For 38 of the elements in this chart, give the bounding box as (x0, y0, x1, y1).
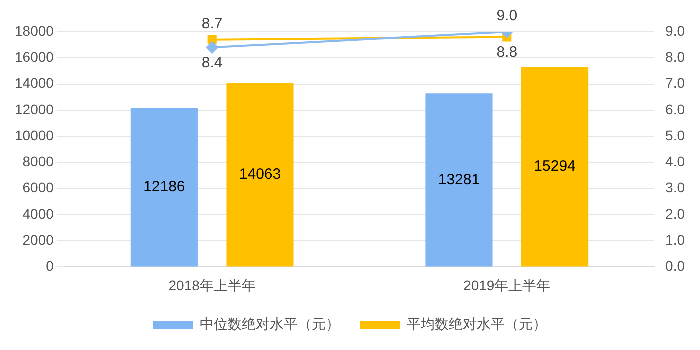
legend-label: 平均数绝对水平（元） (407, 316, 547, 332)
y2-tick-label: 5.0 (666, 127, 686, 144)
y-tick-label: 14000 (14, 75, 54, 92)
bar (226, 83, 294, 267)
point (208, 35, 217, 44)
y2-tick-label: 4.0 (666, 154, 686, 170)
y-tick-label: 10000 (14, 127, 54, 144)
x-tick-label: 2019年上半年 (464, 277, 551, 294)
y2-tick-label: 2.0 (666, 206, 686, 222)
point (206, 42, 218, 54)
y2-tick-label: 8.0 (666, 48, 686, 65)
data-label: 8.8 (496, 44, 518, 61)
y-tick-label: 6000 (22, 180, 54, 196)
y2-tick-label: 6.0 (666, 101, 686, 118)
y-tick-label: 8000 (22, 154, 54, 170)
data-label: 8.7 (202, 15, 223, 32)
legend-label: 中位数绝对水平（元） (200, 316, 340, 332)
bar (426, 94, 493, 267)
bar (130, 108, 198, 267)
y-tick-label: 18000 (14, 22, 54, 39)
y-tick-label: 0 (46, 258, 54, 274)
y-tick-label: 12000 (14, 101, 54, 118)
y-tick-label: 2000 (22, 232, 54, 248)
data-label: 8.4 (202, 54, 223, 72)
y2-tick-label: 3.0 (666, 180, 686, 196)
data-label: 9.0 (496, 8, 518, 25)
data-label: 13281 (438, 171, 480, 188)
bar (522, 67, 589, 267)
x-tick-label: 2018年上半年 (168, 277, 256, 294)
data-label: 12186 (144, 178, 186, 196)
y2-tick-label: 9.0 (666, 22, 686, 39)
y2-tick-label: 7.0 (666, 75, 686, 92)
y2-tick-label: 1.0 (666, 232, 686, 248)
y2-tick-label: 0.0 (666, 258, 686, 274)
y-tick-label: 16000 (14, 48, 54, 65)
data-label: 14063 (239, 166, 282, 184)
y-tick-label: 4000 (22, 206, 54, 222)
data-label: 15294 (534, 158, 576, 176)
